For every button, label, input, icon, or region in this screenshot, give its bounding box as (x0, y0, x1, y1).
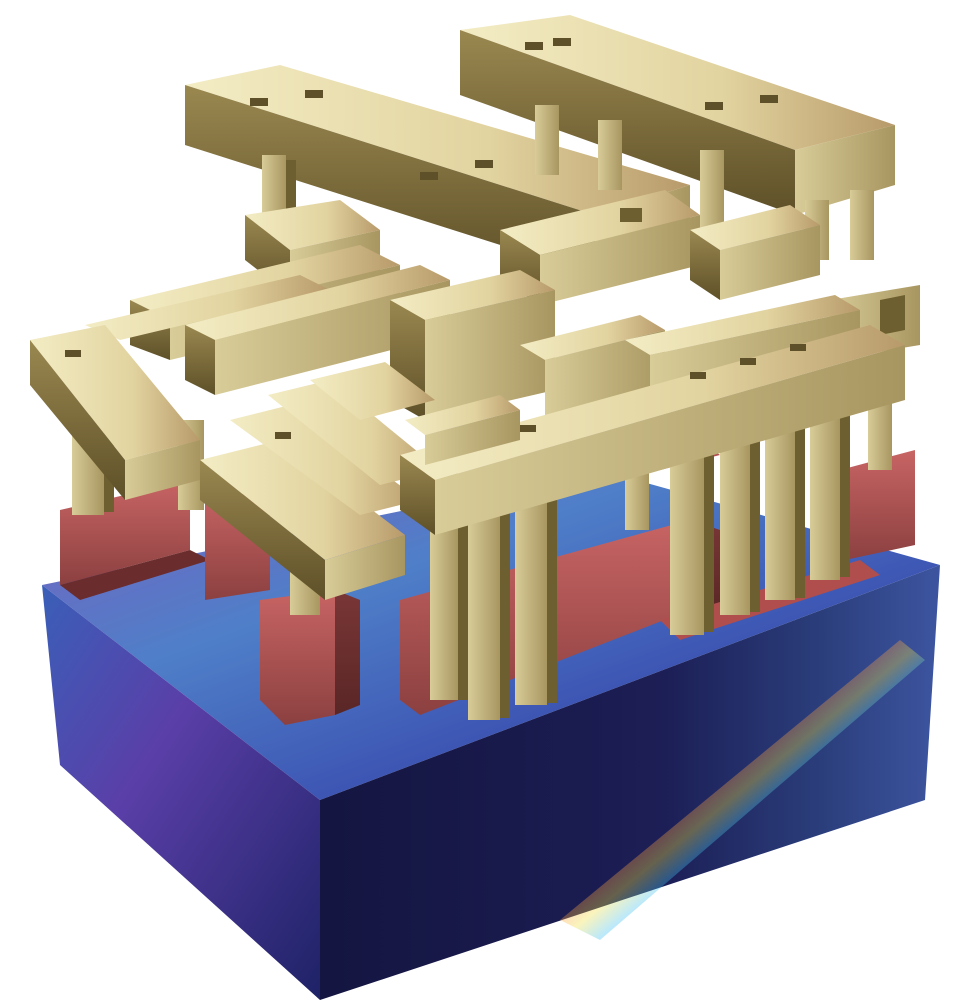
front-metal-layer (30, 325, 905, 600)
